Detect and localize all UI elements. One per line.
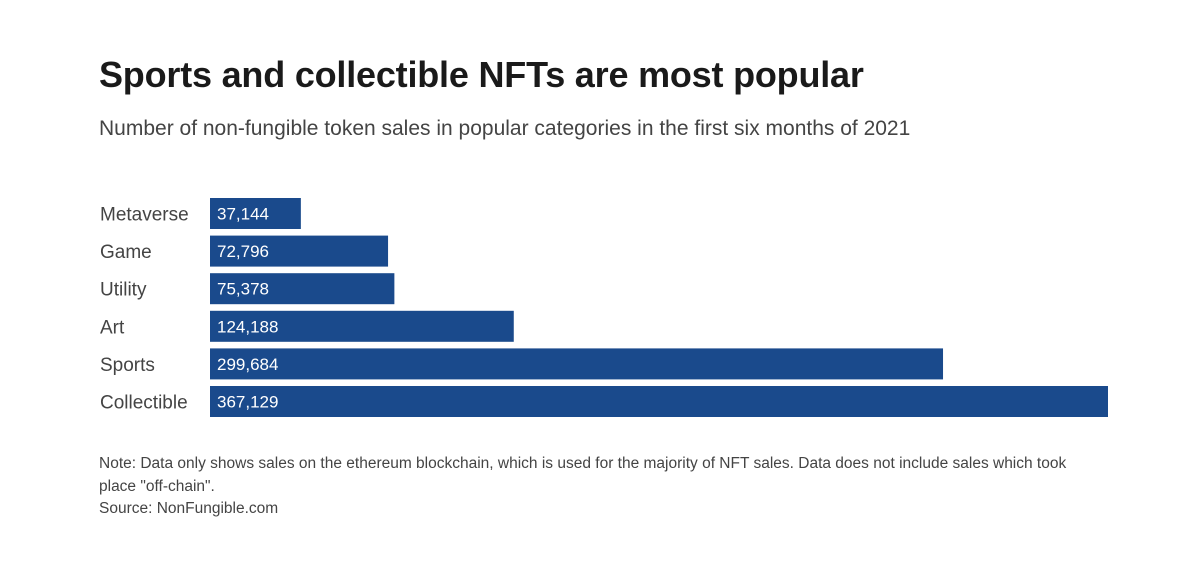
bar-utility — [210, 273, 395, 305]
value-label: 37,144 — [217, 205, 269, 224]
category-label: Metaverse — [100, 205, 189, 226]
bar-sports — [210, 348, 944, 380]
value-label: 299,684 — [217, 355, 278, 374]
chart-subtitle: Number of non-fungible token sales in po… — [99, 117, 911, 140]
bar-game — [210, 235, 389, 267]
category-label: Art — [100, 317, 125, 338]
value-label: 72,796 — [217, 242, 269, 261]
bar-metaverse — [210, 198, 301, 229]
value-label: 75,378 — [217, 280, 269, 299]
value-label: 124,188 — [217, 317, 278, 336]
chart-source: Source: NonFungible.com — [99, 500, 279, 517]
category-label: Game — [100, 242, 152, 263]
chart-note: Note: Data only shows sales on the ether… — [99, 455, 1067, 495]
value-label: 367,129 — [217, 393, 278, 412]
bar-art — [210, 310, 514, 342]
category-label: Collectible — [100, 393, 188, 414]
category-label: Utility — [100, 280, 147, 301]
category-label: Sports — [100, 355, 155, 376]
chart-title: Sports and collectible NFTs are most pop… — [99, 54, 864, 95]
bar-collectible — [210, 386, 1108, 417]
